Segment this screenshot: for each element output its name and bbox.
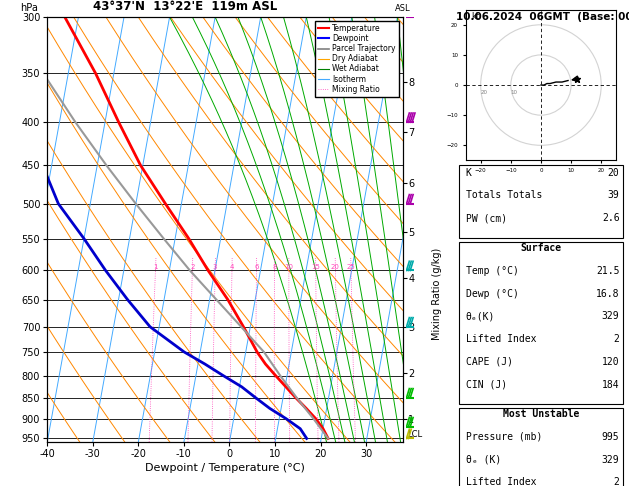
Text: 2: 2 bbox=[613, 477, 620, 486]
Text: θₑ(K): θₑ(K) bbox=[465, 312, 495, 321]
Text: 2.6: 2.6 bbox=[602, 213, 620, 223]
Text: kt: kt bbox=[472, 12, 480, 21]
Text: 16.8: 16.8 bbox=[596, 289, 620, 299]
Text: Most Unstable: Most Unstable bbox=[503, 409, 579, 419]
Text: 10: 10 bbox=[511, 89, 518, 95]
Text: CAPE (J): CAPE (J) bbox=[465, 357, 513, 367]
Text: Mixing Ratio (g/kg): Mixing Ratio (g/kg) bbox=[432, 247, 442, 340]
Text: 10.06.2024  06GMT  (Base: 00): 10.06.2024 06GMT (Base: 00) bbox=[456, 12, 629, 22]
Text: Dewp (°C): Dewp (°C) bbox=[465, 289, 518, 299]
Text: CIN (J): CIN (J) bbox=[465, 380, 507, 390]
Text: θₑ (K): θₑ (K) bbox=[465, 454, 501, 465]
Text: Pressure (mb): Pressure (mb) bbox=[465, 432, 542, 442]
Bar bbox=[459, 408, 623, 486]
Text: 3: 3 bbox=[213, 264, 218, 270]
Text: 20: 20 bbox=[331, 264, 340, 270]
Text: Lifted Index: Lifted Index bbox=[465, 334, 536, 344]
Text: Lifted Index: Lifted Index bbox=[465, 477, 536, 486]
Text: 2: 2 bbox=[190, 264, 194, 270]
Text: 21.5: 21.5 bbox=[596, 266, 620, 276]
Text: 20: 20 bbox=[608, 168, 620, 178]
Text: LCL: LCL bbox=[407, 430, 422, 439]
Text: 10: 10 bbox=[284, 264, 293, 270]
Text: 329: 329 bbox=[602, 312, 620, 321]
Text: Temp (°C): Temp (°C) bbox=[465, 266, 518, 276]
Text: 1: 1 bbox=[153, 264, 158, 270]
Text: 4: 4 bbox=[230, 264, 234, 270]
Text: 6: 6 bbox=[254, 264, 259, 270]
Text: 329: 329 bbox=[602, 454, 620, 465]
Text: Surface: Surface bbox=[520, 243, 562, 253]
Text: 39: 39 bbox=[608, 191, 620, 200]
Text: 8: 8 bbox=[272, 264, 277, 270]
Text: hPa: hPa bbox=[21, 3, 38, 13]
Text: Totals Totals: Totals Totals bbox=[465, 191, 542, 200]
Text: 20: 20 bbox=[481, 89, 487, 95]
Bar bbox=[459, 242, 623, 404]
Text: PW (cm): PW (cm) bbox=[465, 213, 507, 223]
Text: 43°37'N  13°22'E  119m ASL: 43°37'N 13°22'E 119m ASL bbox=[93, 0, 277, 13]
Text: 15: 15 bbox=[311, 264, 320, 270]
Bar bbox=[459, 165, 623, 238]
Text: 184: 184 bbox=[602, 380, 620, 390]
Legend: Temperature, Dewpoint, Parcel Trajectory, Dry Adiabat, Wet Adiabat, Isotherm, Mi: Temperature, Dewpoint, Parcel Trajectory… bbox=[314, 21, 399, 97]
Text: 995: 995 bbox=[602, 432, 620, 442]
Text: km
ASL: km ASL bbox=[395, 0, 410, 13]
Text: 25: 25 bbox=[347, 264, 355, 270]
Text: 120: 120 bbox=[602, 357, 620, 367]
Text: K: K bbox=[465, 168, 472, 178]
X-axis label: Dewpoint / Temperature (°C): Dewpoint / Temperature (°C) bbox=[145, 463, 305, 473]
Text: 2: 2 bbox=[613, 334, 620, 344]
